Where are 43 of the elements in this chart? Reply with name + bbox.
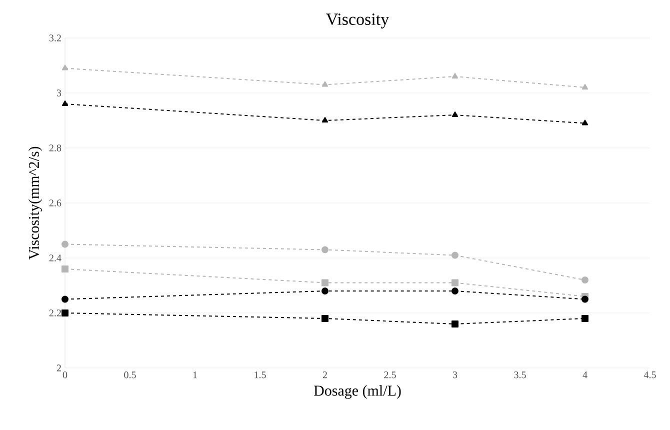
y-tick-label: 2.6 [49,200,62,206]
x-tick-label: 3.5 [514,372,526,378]
point [451,279,458,286]
point [582,84,588,90]
point [62,100,68,106]
point [451,287,458,294]
x-tick-label: 2.5 [384,372,396,378]
point [452,72,458,78]
y-tick-label: 2 [56,364,61,372]
point [322,279,328,286]
point [62,296,69,303]
point [322,314,328,322]
point [62,240,69,248]
y-tick-label: 2.4 [49,254,62,262]
x-tick-label: 3 [452,372,458,378]
point [581,314,588,322]
point [322,287,328,294]
x-tick-label: 0 [62,372,68,378]
point [451,320,458,328]
point [581,296,588,303]
point [322,81,328,87]
y-tick-label: 3 [56,90,62,96]
y-tick-label: 2.2 [49,310,61,316]
point [582,120,588,126]
x-tick-label: 0.5 [124,372,136,378]
point [62,265,69,272]
point [322,246,328,254]
y-tick-label: 2.8 [49,144,62,152]
point [62,64,68,70]
point [62,309,69,316]
x-tick-label: 4.5 [644,372,656,378]
point [452,111,458,117]
x-tick-label: 1 [193,372,197,378]
x-tick-label: 2 [322,372,327,378]
x-tick-label: 4 [582,372,588,378]
x-axis-title: Dosage (ml/L) [314,385,401,399]
point [451,252,458,259]
point [581,276,588,284]
x-tick-label: 1.5 [254,372,266,378]
chart-title: Viscosity [326,14,390,28]
y-tick-label: 3.2 [49,34,61,42]
y-axis-title: Viscosity(mm^2/s) [28,146,42,260]
point [322,116,328,122]
